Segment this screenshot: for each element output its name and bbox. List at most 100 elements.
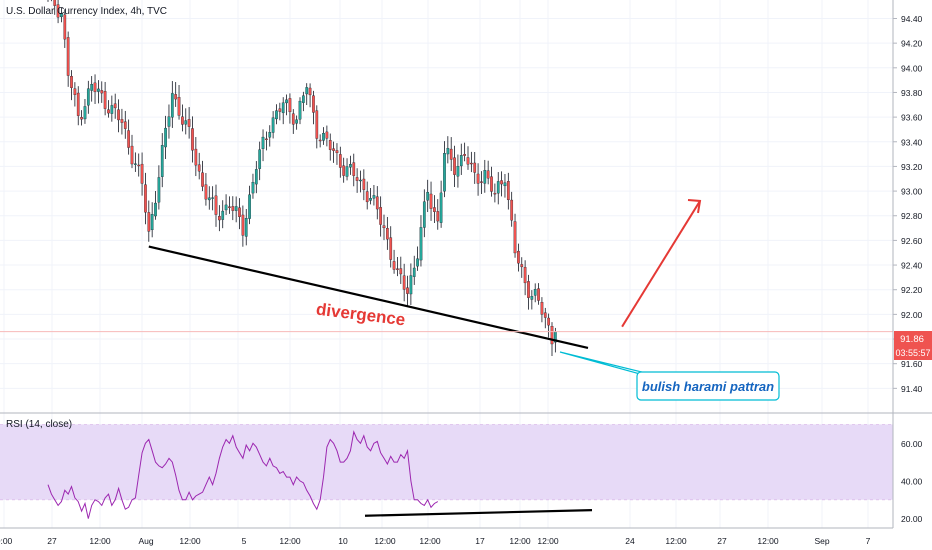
time-tick-label: 17 bbox=[475, 536, 485, 546]
candle-body bbox=[140, 163, 144, 184]
divergence-line[interactable] bbox=[148, 245, 589, 350]
candle-body bbox=[187, 119, 191, 127]
candle-body bbox=[80, 117, 83, 120]
candle-body bbox=[73, 88, 77, 95]
candle-body bbox=[490, 176, 493, 192]
candle-body bbox=[510, 199, 514, 221]
candle-body bbox=[110, 105, 114, 114]
candles bbox=[47, 0, 557, 357]
candle-body bbox=[117, 109, 120, 121]
candle-body bbox=[238, 207, 241, 217]
candle-body bbox=[130, 145, 134, 165]
candle-body bbox=[520, 264, 524, 268]
candle-body bbox=[476, 173, 480, 184]
candle-body bbox=[211, 197, 214, 199]
time-tick-label: 12:00 bbox=[509, 536, 531, 546]
candle-body bbox=[66, 37, 70, 76]
time-tick-label: 12:00 bbox=[179, 536, 201, 546]
candle-body bbox=[281, 102, 285, 114]
candle-body bbox=[453, 157, 456, 175]
candle-body bbox=[362, 178, 366, 190]
candle-body bbox=[194, 148, 198, 166]
candle-body bbox=[513, 221, 517, 254]
candle-body bbox=[244, 218, 248, 237]
price-tick-label: 93.20 bbox=[901, 162, 923, 172]
candle-body bbox=[399, 268, 403, 275]
candle-body bbox=[164, 127, 167, 148]
candle-body bbox=[345, 166, 349, 177]
rsi-support-line[interactable] bbox=[364, 509, 593, 517]
price-tick-label: 93.60 bbox=[901, 113, 923, 123]
candle-body bbox=[60, 13, 63, 18]
candle-body bbox=[265, 138, 268, 141]
candle-body bbox=[486, 170, 490, 179]
candle-body bbox=[483, 170, 487, 184]
candle-body bbox=[446, 148, 450, 155]
candle-body bbox=[251, 182, 255, 194]
pattern-label: bulish harami pattran bbox=[642, 379, 774, 394]
candle-body bbox=[160, 145, 164, 177]
rsi-line bbox=[47, 430, 439, 519]
time-tick-label: 12:00 bbox=[374, 536, 396, 546]
price-tick-label: 92.00 bbox=[901, 310, 923, 320]
chart-title: U.S. Dollar Currency Index, 4h, TVC bbox=[6, 6, 167, 17]
candle-body bbox=[93, 82, 97, 92]
price-tick-label: 93.80 bbox=[901, 88, 923, 98]
candle-body bbox=[449, 148, 453, 160]
candle-body bbox=[86, 88, 90, 106]
time-tick-label: 12:00 bbox=[665, 536, 687, 546]
candle-body bbox=[201, 172, 204, 187]
candle-body bbox=[76, 92, 80, 116]
candle-body bbox=[389, 237, 393, 260]
candle-body bbox=[506, 181, 510, 201]
candle-body bbox=[396, 268, 399, 270]
candle-body bbox=[154, 202, 157, 217]
price-badge bbox=[894, 331, 932, 346]
candle-body bbox=[278, 108, 282, 112]
candle-body bbox=[107, 109, 110, 114]
candle-body bbox=[261, 136, 265, 149]
candle-body bbox=[375, 196, 379, 210]
time-tick-label: 27 bbox=[717, 536, 727, 546]
time-axis[interactable]: 0:00 27 12:00 Aug 12:00 5 12:00 10 12:00 12:00 17 1… bbox=[0, 536, 871, 546]
time-tick-label: 27 bbox=[47, 536, 57, 546]
candle-body bbox=[412, 267, 416, 277]
candle-body bbox=[426, 192, 430, 201]
candle-body bbox=[473, 162, 477, 173]
candle-body bbox=[248, 194, 251, 219]
candle-body bbox=[349, 164, 352, 168]
candle-body bbox=[181, 116, 184, 125]
divergence-label[interactable]: divergence bbox=[315, 300, 406, 330]
candle-body bbox=[459, 155, 463, 167]
candle-body bbox=[439, 192, 443, 223]
callout-box[interactable] bbox=[636, 371, 780, 401]
candle-body bbox=[456, 166, 460, 177]
candle-body bbox=[305, 87, 309, 95]
candle-body bbox=[63, 14, 67, 40]
candle-body bbox=[328, 140, 332, 150]
time-tick-label: 12:00 bbox=[419, 536, 441, 546]
candle-body bbox=[207, 197, 211, 201]
candle-body bbox=[537, 288, 540, 301]
candle-body bbox=[298, 100, 302, 120]
candle-body bbox=[224, 204, 228, 211]
candle-body bbox=[174, 94, 178, 100]
candle-body bbox=[433, 207, 436, 212]
candle-body bbox=[137, 164, 141, 167]
candle-body bbox=[214, 195, 218, 215]
candle-body bbox=[406, 287, 409, 294]
candle-body bbox=[147, 212, 151, 232]
candle-body bbox=[291, 113, 295, 125]
rsi-axis[interactable]: 60.00 40.00 20.00 bbox=[901, 439, 923, 524]
forecast-arrow[interactable] bbox=[621, 200, 701, 328]
time-tick-label: 12:00 bbox=[279, 536, 301, 546]
price-tick-label: 93.40 bbox=[901, 137, 923, 147]
candle-body bbox=[100, 90, 104, 94]
candle-body bbox=[436, 211, 440, 222]
candle-body bbox=[157, 177, 161, 203]
candle-body bbox=[218, 216, 221, 221]
candle-body bbox=[392, 261, 396, 270]
candle-body bbox=[53, 0, 57, 6]
candle-body bbox=[359, 179, 362, 182]
